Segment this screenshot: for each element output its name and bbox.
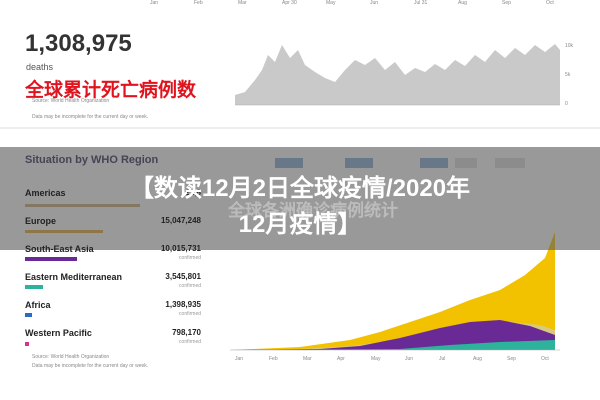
region-unit: confirmed (179, 311, 201, 317)
region-unit: confirmed (179, 339, 201, 345)
region-value: 1,398,935 (165, 300, 201, 309)
x-label: Jul 31 (414, 0, 428, 6)
deaths-bars (235, 44, 560, 105)
region-value: 22,8 (185, 188, 201, 197)
x-label: Apr 30 (282, 0, 297, 6)
x-label: Mar (238, 0, 247, 6)
x-label: Jan (150, 0, 159, 6)
overlay-band (0, 147, 600, 250)
region-value: 3,545,801 (165, 272, 201, 281)
caption: 全球累计死亡病例数 (25, 80, 197, 101)
source: Source: World Health Organization (32, 354, 110, 360)
x-label: Jun (370, 0, 379, 6)
x-label: Jul (439, 356, 446, 362)
y-label: 5k (565, 72, 571, 78)
x-label: Jun (405, 356, 414, 362)
x-label: Jan (235, 356, 244, 362)
area-sea (230, 320, 555, 350)
region-name: Western Pacific (25, 328, 92, 338)
region-name: Americas (25, 188, 66, 198)
x-label: Apr (337, 356, 345, 362)
area-emr (230, 340, 555, 350)
region-unit: confirmed (179, 227, 201, 233)
x-label: Oct (546, 0, 554, 6)
region-name: Africa (25, 300, 51, 310)
region-name: South-East Asia (25, 244, 94, 254)
region-unit: confirmed (179, 199, 201, 205)
note: Data may be incomplete for the current d… (32, 114, 149, 120)
x-label: May (326, 0, 336, 6)
x-label: Mar (303, 356, 312, 362)
x-label: May (371, 356, 381, 362)
watermark: 全球各洲确诊病例统计 (228, 201, 398, 220)
x-label: Oct (541, 356, 549, 362)
overlay-title: 12月疫情】 (238, 211, 362, 238)
region-value: 798,170 (172, 328, 201, 337)
unit: deaths (26, 62, 54, 72)
region-unit: confirmed (179, 255, 201, 261)
y-label: 10k (565, 43, 574, 49)
region-bar (25, 342, 29, 346)
x-label: Aug (473, 356, 482, 362)
region-name: Europe (25, 216, 57, 226)
overlay-title: 【数读12月2日全球疫情/2020年 (129, 175, 471, 202)
x-label: Feb (194, 0, 203, 6)
region-value: 10,015,731 (160, 244, 201, 253)
x-label: Aug (458, 0, 467, 6)
region-bar (25, 257, 77, 261)
region-bar (25, 285, 43, 289)
region-name: Eastern Mediterranean (25, 272, 123, 282)
x-label: Feb (269, 356, 278, 362)
region-title: Situation by WHO Region (25, 154, 159, 166)
total: 1,308,975 (25, 30, 132, 57)
note: Data may be incomplete for the current d… (32, 363, 149, 369)
region-bar (25, 313, 32, 317)
region-unit: confirmed (179, 283, 201, 289)
x-label: Sep (507, 356, 516, 362)
source: Source: World Health Organization (32, 98, 110, 104)
y-label: 0 (565, 101, 568, 107)
x-label: Sep (502, 0, 511, 6)
region-value: 15,047,248 (160, 216, 201, 225)
area-americas (230, 232, 555, 350)
